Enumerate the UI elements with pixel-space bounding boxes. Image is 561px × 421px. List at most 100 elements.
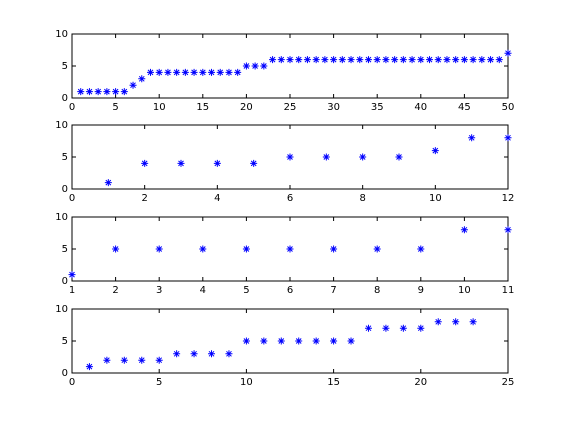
marker bbox=[213, 159, 221, 167]
y-tick-label: 0 bbox=[62, 184, 68, 195]
marker bbox=[164, 68, 172, 76]
marker bbox=[225, 350, 233, 358]
x-tick-label: 8 bbox=[374, 285, 380, 296]
marker bbox=[129, 81, 137, 89]
marker bbox=[460, 226, 468, 234]
x-tick-label: 5 bbox=[243, 285, 249, 296]
marker bbox=[68, 271, 76, 279]
x-tick-label: 30 bbox=[327, 102, 340, 113]
x-tick-label: 2 bbox=[112, 285, 118, 296]
marker bbox=[295, 56, 303, 64]
marker bbox=[399, 324, 407, 332]
marker bbox=[443, 56, 451, 64]
x-tick-label: 10 bbox=[429, 193, 442, 204]
x-tick-label: 20 bbox=[414, 377, 427, 388]
marker bbox=[181, 68, 189, 76]
marker bbox=[208, 68, 216, 76]
x-tick-label: 6 bbox=[287, 193, 293, 204]
x-tick-label: 7 bbox=[330, 285, 336, 296]
marker bbox=[359, 153, 367, 161]
marker bbox=[322, 153, 330, 161]
marker bbox=[468, 134, 476, 142]
marker bbox=[242, 245, 250, 253]
marker bbox=[260, 337, 268, 345]
x-tick-label: 10 bbox=[240, 377, 253, 388]
x-tick-label: 25 bbox=[284, 102, 297, 113]
y-tick-label: 10 bbox=[55, 304, 68, 315]
x-tick-label: 5 bbox=[112, 102, 118, 113]
marker bbox=[208, 350, 216, 358]
y-tick-label: 5 bbox=[62, 336, 68, 347]
marker bbox=[330, 337, 338, 345]
x-tick-label: 50 bbox=[502, 102, 515, 113]
marker bbox=[177, 159, 185, 167]
marker bbox=[395, 153, 403, 161]
x-tick-label: 10 bbox=[458, 285, 471, 296]
y-tick-label: 5 bbox=[62, 61, 68, 72]
x-tick-label: 4 bbox=[200, 285, 206, 296]
marker bbox=[94, 88, 102, 96]
y-tick-label: 10 bbox=[55, 29, 68, 40]
x-tick-label: 40 bbox=[414, 102, 427, 113]
y-tick-label: 0 bbox=[62, 93, 68, 104]
marker bbox=[199, 68, 207, 76]
marker bbox=[146, 68, 154, 76]
marker bbox=[242, 337, 250, 345]
x-tick-label: 15 bbox=[327, 377, 340, 388]
marker bbox=[277, 56, 285, 64]
marker bbox=[434, 56, 442, 64]
x-tick-label: 10 bbox=[153, 102, 166, 113]
marker bbox=[364, 324, 372, 332]
marker bbox=[312, 56, 320, 64]
marker bbox=[85, 88, 93, 96]
marker bbox=[216, 68, 224, 76]
x-tick-label: 45 bbox=[458, 102, 471, 113]
marker bbox=[295, 337, 303, 345]
marker bbox=[347, 337, 355, 345]
marker bbox=[303, 56, 311, 64]
marker bbox=[330, 245, 338, 253]
marker bbox=[426, 56, 434, 64]
marker bbox=[103, 88, 111, 96]
marker bbox=[487, 56, 495, 64]
marker bbox=[120, 88, 128, 96]
marker bbox=[399, 56, 407, 64]
marker bbox=[347, 56, 355, 64]
marker bbox=[408, 56, 416, 64]
y-tick-label: 0 bbox=[62, 276, 68, 287]
marker bbox=[260, 62, 268, 70]
x-tick-label: 1 bbox=[69, 285, 75, 296]
y-tick-label: 10 bbox=[55, 212, 68, 223]
marker bbox=[190, 68, 198, 76]
marker bbox=[330, 56, 338, 64]
y-tick-label: 5 bbox=[62, 244, 68, 255]
marker bbox=[356, 56, 364, 64]
y-tick-label: 5 bbox=[62, 152, 68, 163]
marker bbox=[269, 56, 277, 64]
y-tick-label: 0 bbox=[62, 368, 68, 379]
marker bbox=[478, 56, 486, 64]
x-tick-label: 6 bbox=[287, 285, 293, 296]
x-tick-label: 2 bbox=[141, 193, 147, 204]
marker bbox=[434, 318, 442, 326]
marker bbox=[495, 56, 503, 64]
marker bbox=[251, 62, 259, 70]
marker bbox=[286, 153, 294, 161]
x-tick-label: 3 bbox=[156, 285, 162, 296]
marker bbox=[286, 56, 294, 64]
marker bbox=[431, 147, 439, 155]
marker bbox=[104, 179, 112, 187]
marker bbox=[173, 68, 181, 76]
marker bbox=[504, 134, 512, 142]
marker bbox=[277, 337, 285, 345]
y-tick-label: 10 bbox=[55, 120, 68, 131]
x-tick-label: 11 bbox=[502, 285, 515, 296]
marker bbox=[173, 350, 181, 358]
marker bbox=[417, 324, 425, 332]
marker bbox=[138, 356, 146, 364]
axes-box bbox=[71, 33, 509, 99]
marker bbox=[103, 356, 111, 364]
marker bbox=[469, 318, 477, 326]
x-tick-label: 4 bbox=[214, 193, 220, 204]
